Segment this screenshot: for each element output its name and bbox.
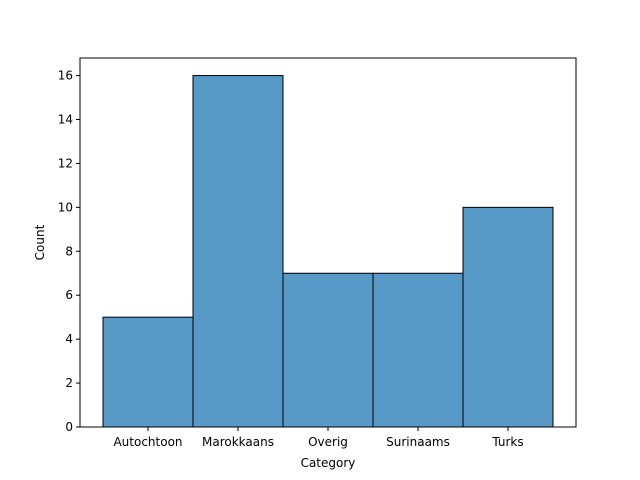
y-axis-ticks: 0 2 4 6 8 10 12 14 16 xyxy=(58,69,80,434)
y-tick-label: 14 xyxy=(58,113,73,127)
x-tick-label: Turks xyxy=(491,435,523,449)
x-axis-label: Category xyxy=(301,456,356,470)
x-axis-ticks: Autochtoon Marokkaans Overig Surinaams Turks xyxy=(113,427,524,449)
x-tick-label: Autochtoon xyxy=(113,435,182,449)
y-tick-label: 2 xyxy=(65,376,73,390)
y-axis-label: Count xyxy=(33,224,47,260)
bar-surinaams xyxy=(372,272,464,428)
y-tick-label: 6 xyxy=(65,288,73,302)
bar-overig xyxy=(282,272,374,428)
x-tick-label: Marokkaans xyxy=(202,435,274,449)
plot-frame xyxy=(79,57,577,428)
y-tick-label: 10 xyxy=(58,200,73,214)
x-tick-label: Surinaams xyxy=(386,435,450,449)
y-tick-label: 8 xyxy=(65,244,73,258)
y-tick-label: 16 xyxy=(58,69,73,83)
bar-marokkaans xyxy=(192,75,284,428)
y-tick-label: 12 xyxy=(58,156,73,170)
bar-autochtoon xyxy=(102,316,194,428)
y-tick-label: 4 xyxy=(65,332,73,346)
y-tick-label: 0 xyxy=(65,420,73,434)
bars-group xyxy=(102,75,554,428)
x-tick-label: Overig xyxy=(308,435,348,449)
bar-turks xyxy=(462,206,554,428)
